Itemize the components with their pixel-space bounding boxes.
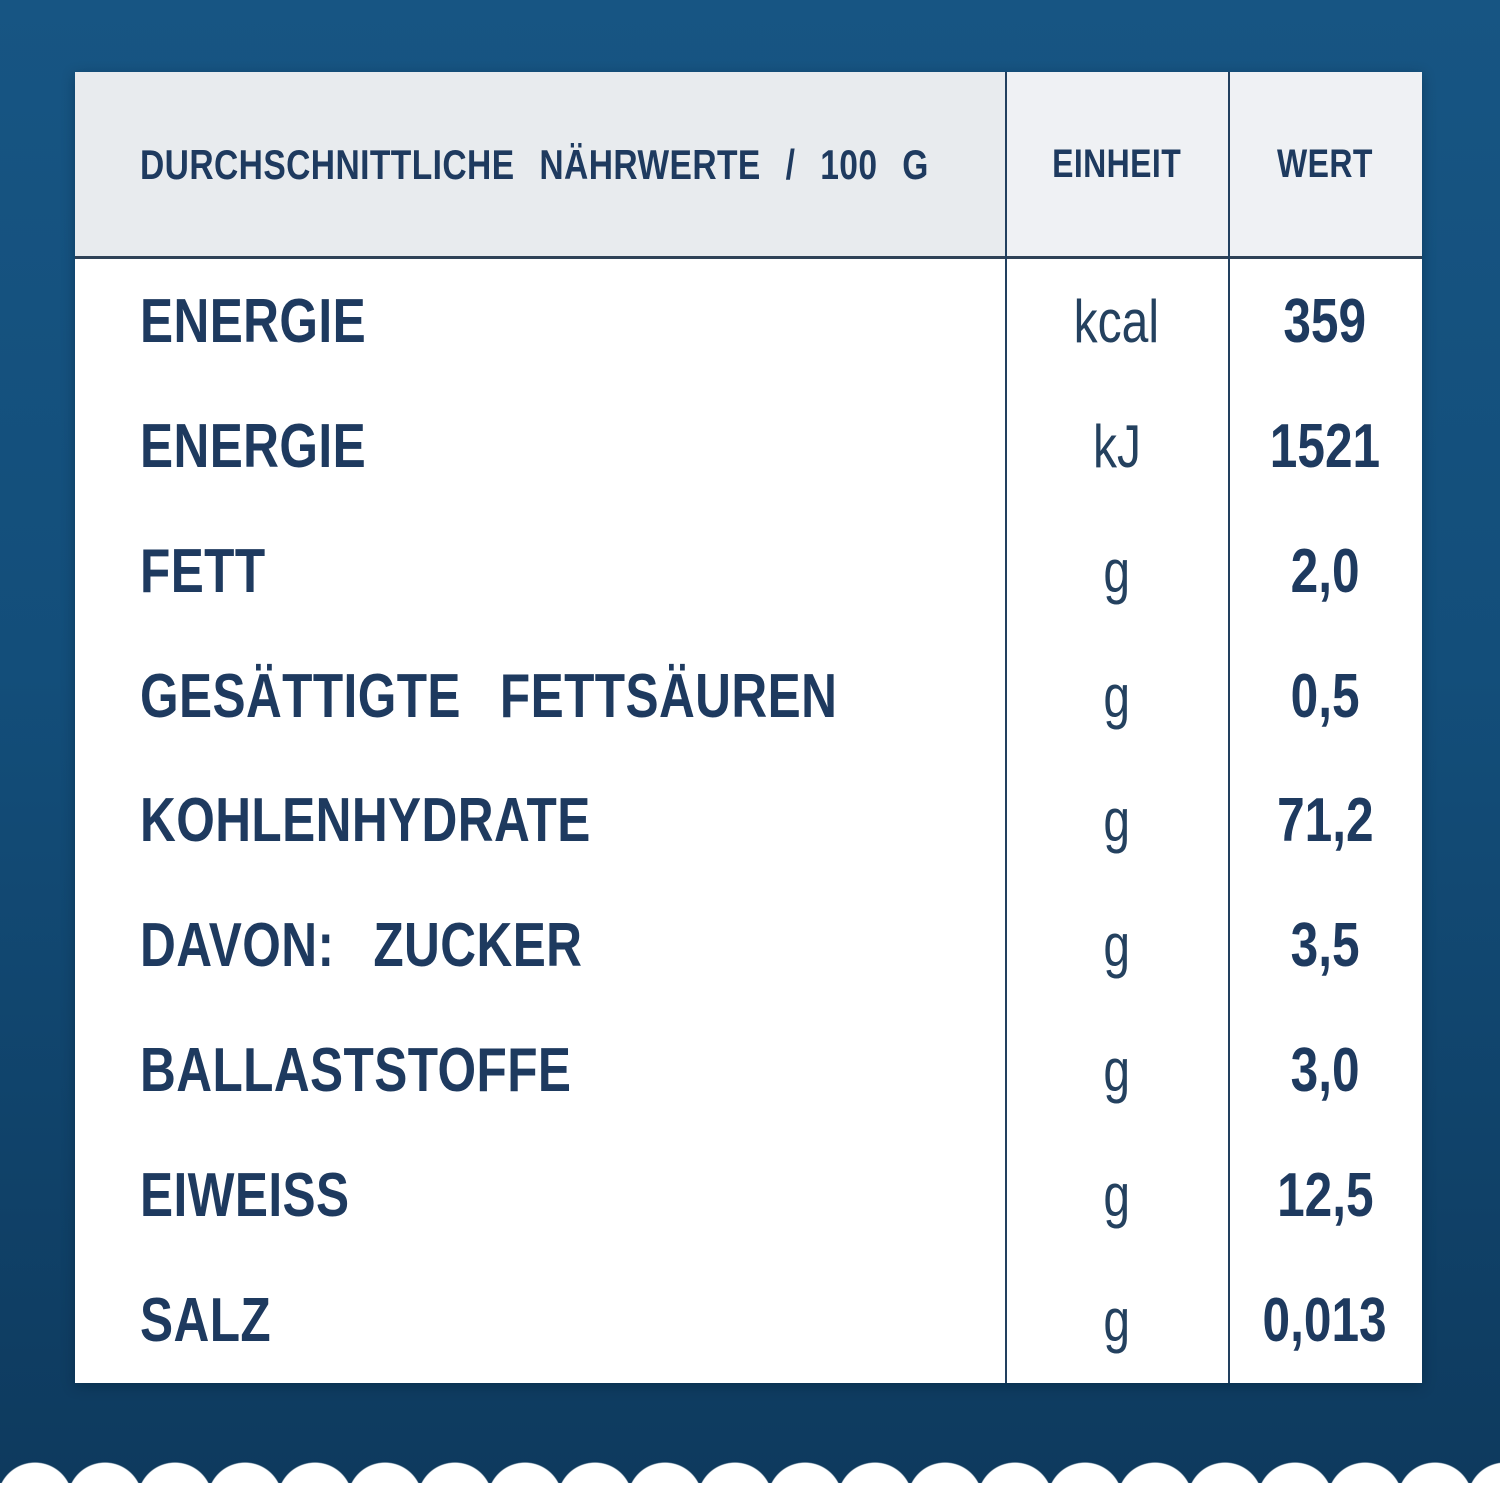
unit-cell: g (1005, 786, 1228, 855)
nutrient-label-text: ENERGIE (140, 286, 367, 356)
nutrient-label: FETT (75, 536, 1005, 607)
unit-text: g (1103, 1287, 1130, 1355)
value-cell: 0,013 (1228, 1285, 1422, 1356)
unit-cell: kcal (1005, 287, 1228, 356)
nutrient-row-gesaettigte-fettsaeuren: GESÄTTIGTE FETTSÄUREN g 0,5 (75, 634, 1422, 759)
unit-cell: g (1005, 537, 1228, 606)
value-text: 12,5 (1276, 1161, 1374, 1231)
nutrient-label-text: FETT (140, 536, 266, 606)
nutrient-label: ENERGIE (75, 286, 1005, 357)
nutrient-label-text: EIWEISS (140, 1161, 350, 1231)
nutrient-label-text: ENERGIE (140, 411, 367, 481)
nutrient-label: EIWEISS (75, 1160, 1005, 1231)
nutrient-row-energie-kj: ENERGIE kJ 1521 (75, 384, 1422, 509)
nutrient-row-salz: SALZ g 0,013 (75, 1258, 1422, 1383)
value-cell: 359 (1228, 286, 1422, 357)
unit-text: g (1103, 912, 1130, 980)
value-text: 0,5 (1290, 661, 1360, 731)
value-text: 359 (1283, 286, 1367, 356)
unit-text: kJ (1092, 412, 1141, 480)
scalloped-edge (0, 1455, 1500, 1483)
unit-cell: g (1005, 1161, 1228, 1230)
nutrient-label: GESÄTTIGTE FETTSÄUREN (75, 661, 1005, 732)
table-header: DURCHSCHNITTLICHE NÄHRWERTE / 100 G EINH… (75, 72, 1422, 257)
nutrient-row-fett: FETT g 2,0 (75, 509, 1422, 634)
header-nutrients-label: DURCHSCHNITTLICHE NÄHRWERTE / 100 G (140, 140, 929, 188)
unit-text: kcal (1073, 287, 1160, 355)
nutrient-label-text: BALLASTSTOFFE (140, 1036, 572, 1106)
nutrient-label-text: DAVON: ZUCKER (140, 911, 583, 981)
unit-text: g (1103, 787, 1130, 855)
value-cell: 2,0 (1228, 536, 1422, 607)
nutrient-label-text: GESÄTTIGTE FETTSÄUREN (140, 661, 838, 731)
header-value-label: WERT (1277, 142, 1373, 186)
column-divider-unit (1005, 72, 1007, 1383)
nutrient-label: SALZ (75, 1285, 1005, 1356)
column-divider-value (1228, 72, 1230, 1383)
value-cell: 1521 (1228, 411, 1422, 482)
unit-text: g (1103, 537, 1130, 605)
value-text: 1521 (1269, 411, 1381, 481)
nutrient-label: BALLASTSTOFFE (75, 1035, 1005, 1106)
nutrient-row-energie-kcal: ENERGIE kcal 359 (75, 259, 1422, 384)
header-underline (75, 256, 1422, 259)
nutrient-label-text: SALZ (140, 1286, 272, 1356)
value-text: 2,0 (1290, 536, 1360, 606)
header-cell-unit: EINHEIT (1005, 72, 1228, 257)
value-text: 3,0 (1290, 1036, 1360, 1106)
value-cell: 12,5 (1228, 1160, 1422, 1231)
value-cell: 0,5 (1228, 661, 1422, 732)
unit-text: g (1103, 1037, 1130, 1105)
nutrient-row-kohlenhydrate: KOHLENHYDRATE g 71,2 (75, 759, 1422, 884)
unit-text: g (1103, 662, 1130, 730)
nutrient-label: DAVON: ZUCKER (75, 910, 1005, 981)
nutrient-row-davon-zucker: DAVON: ZUCKER g 3,5 (75, 883, 1422, 1008)
nutrient-row-eiweiss: EIWEISS g 12,5 (75, 1133, 1422, 1258)
nutrient-label: ENERGIE (75, 411, 1005, 482)
nutrient-row-ballaststoffe: BALLASTSTOFFE g 3,0 (75, 1008, 1422, 1133)
header-unit-label: EINHEIT (1051, 142, 1182, 186)
value-cell: 3,5 (1228, 910, 1422, 981)
value-text: 71,2 (1276, 786, 1374, 856)
value-cell: 71,2 (1228, 785, 1422, 856)
unit-cell: g (1005, 911, 1228, 980)
value-cell: 3,0 (1228, 1035, 1422, 1106)
unit-cell: g (1005, 662, 1228, 731)
header-cell-value: WERT (1228, 72, 1422, 257)
header-cell-nutrients: DURCHSCHNITTLICHE NÄHRWERTE / 100 G (75, 72, 1005, 257)
value-text: 3,5 (1290, 911, 1360, 981)
unit-cell: g (1005, 1286, 1228, 1355)
unit-cell: g (1005, 1036, 1228, 1105)
nutrient-label: KOHLENHYDRATE (75, 785, 1005, 856)
value-text: 0,013 (1262, 1286, 1388, 1356)
unit-cell: kJ (1005, 412, 1228, 481)
table-body: ENERGIE kcal 359 ENERGIE kJ 1521 FETT g … (75, 259, 1422, 1383)
nutrition-card: DURCHSCHNITTLICHE NÄHRWERTE / 100 G EINH… (75, 72, 1422, 1383)
nutrient-label-text: KOHLENHYDRATE (140, 786, 591, 856)
unit-text: g (1103, 1162, 1130, 1230)
